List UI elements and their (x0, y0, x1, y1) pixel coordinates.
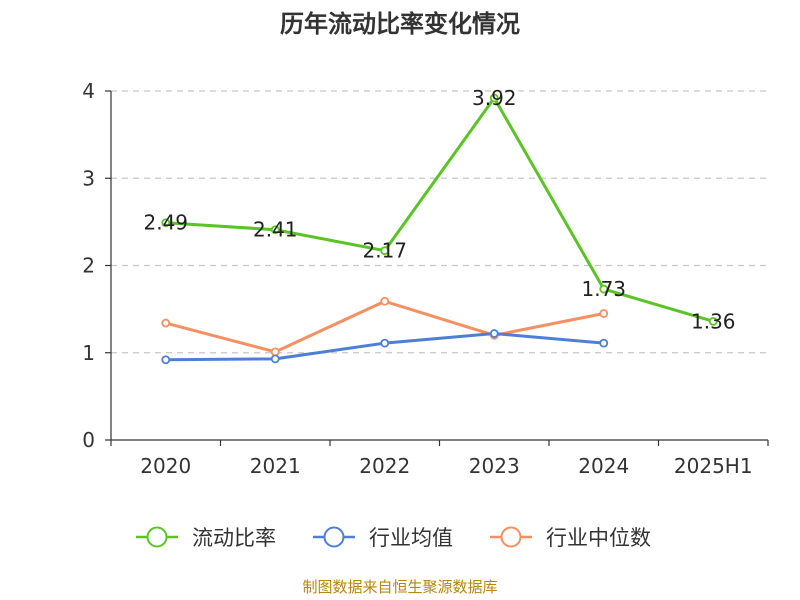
data-point (161, 318, 171, 328)
y-tick-label: 3 (82, 166, 95, 190)
legend-label: 行业均值 (369, 526, 453, 550)
data-label: 2.49 (143, 211, 188, 235)
series-line-0 (165, 96, 714, 323)
data-point (380, 296, 390, 306)
grid-layer (111, 90, 768, 354)
data-point (489, 329, 499, 338)
data-point (270, 225, 280, 235)
source-note: 制图数据来自恒生聚源数据库 (302, 578, 498, 596)
data-point (161, 218, 171, 228)
data-label: 1.36 (691, 309, 736, 333)
data-point (380, 338, 390, 348)
x-tick-label: 2024 (578, 454, 629, 478)
data-point (380, 246, 390, 256)
data-label: 1.73 (581, 277, 626, 301)
y-tick-label: 1 (82, 341, 95, 365)
data-point (489, 93, 499, 103)
data-point (599, 338, 609, 348)
data-label: 3.92 (472, 86, 517, 110)
legend: 流动比率 行业均值 行业中位数 (136, 526, 651, 550)
x-tick-label: 2025H1 (674, 454, 753, 478)
legend-marker (323, 526, 345, 548)
data-point (708, 316, 718, 326)
data-point (270, 354, 280, 364)
series-layer (161, 93, 718, 365)
x-tick-label: 2020 (140, 454, 191, 478)
data-label: 2.17 (362, 239, 407, 263)
chart-title: 历年流动比率变化情况 (280, 10, 520, 38)
data-point (599, 284, 609, 294)
label-layer: 2.49 2.41 2.17 3.92 1.73 1.36 (143, 86, 735, 333)
legend-label: 行业中位数 (546, 526, 651, 550)
data-label: 2.41 (253, 218, 298, 242)
y-tick-label: 2 (82, 254, 95, 278)
x-tick-label: 2023 (469, 454, 520, 478)
legend-marker (146, 526, 168, 548)
x-tick-label: 2022 (359, 454, 410, 478)
axis-layer: 0 1 2 3 4 2020 2021 2022 2023 2024 2025H1 (82, 79, 769, 478)
data-point (599, 309, 609, 318)
x-tick-label: 2021 (250, 454, 301, 478)
y-tick-label: 4 (82, 79, 95, 103)
legend-marker (500, 526, 522, 548)
data-point (270, 347, 280, 357)
y-tick-label: 0 (82, 428, 95, 452)
data-point (161, 355, 171, 365)
legend-label: 流动比率 (192, 526, 276, 550)
